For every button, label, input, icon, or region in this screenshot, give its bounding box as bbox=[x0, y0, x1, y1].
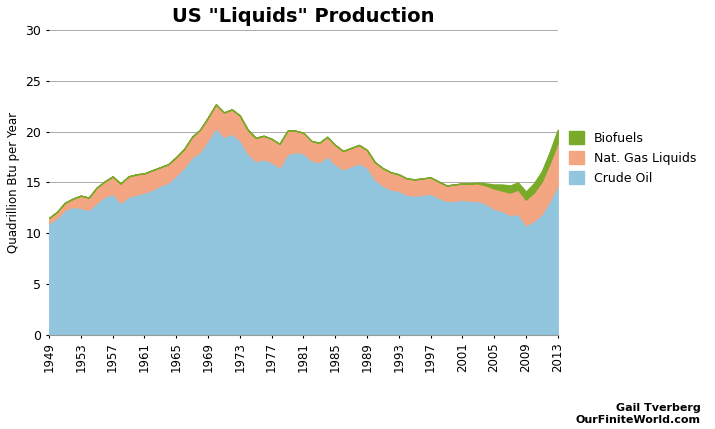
Legend: Biofuels, Nat. Gas Liquids, Crude Oil: Biofuels, Nat. Gas Liquids, Crude Oil bbox=[569, 131, 696, 185]
Title: US "Liquids" Production: US "Liquids" Production bbox=[172, 7, 435, 26]
Text: Gail Tverberg
OurFiniteWorld.com: Gail Tverberg OurFiniteWorld.com bbox=[576, 403, 701, 425]
Y-axis label: Quadrillion Btu per Year: Quadrillion Btu per Year bbox=[7, 112, 20, 253]
